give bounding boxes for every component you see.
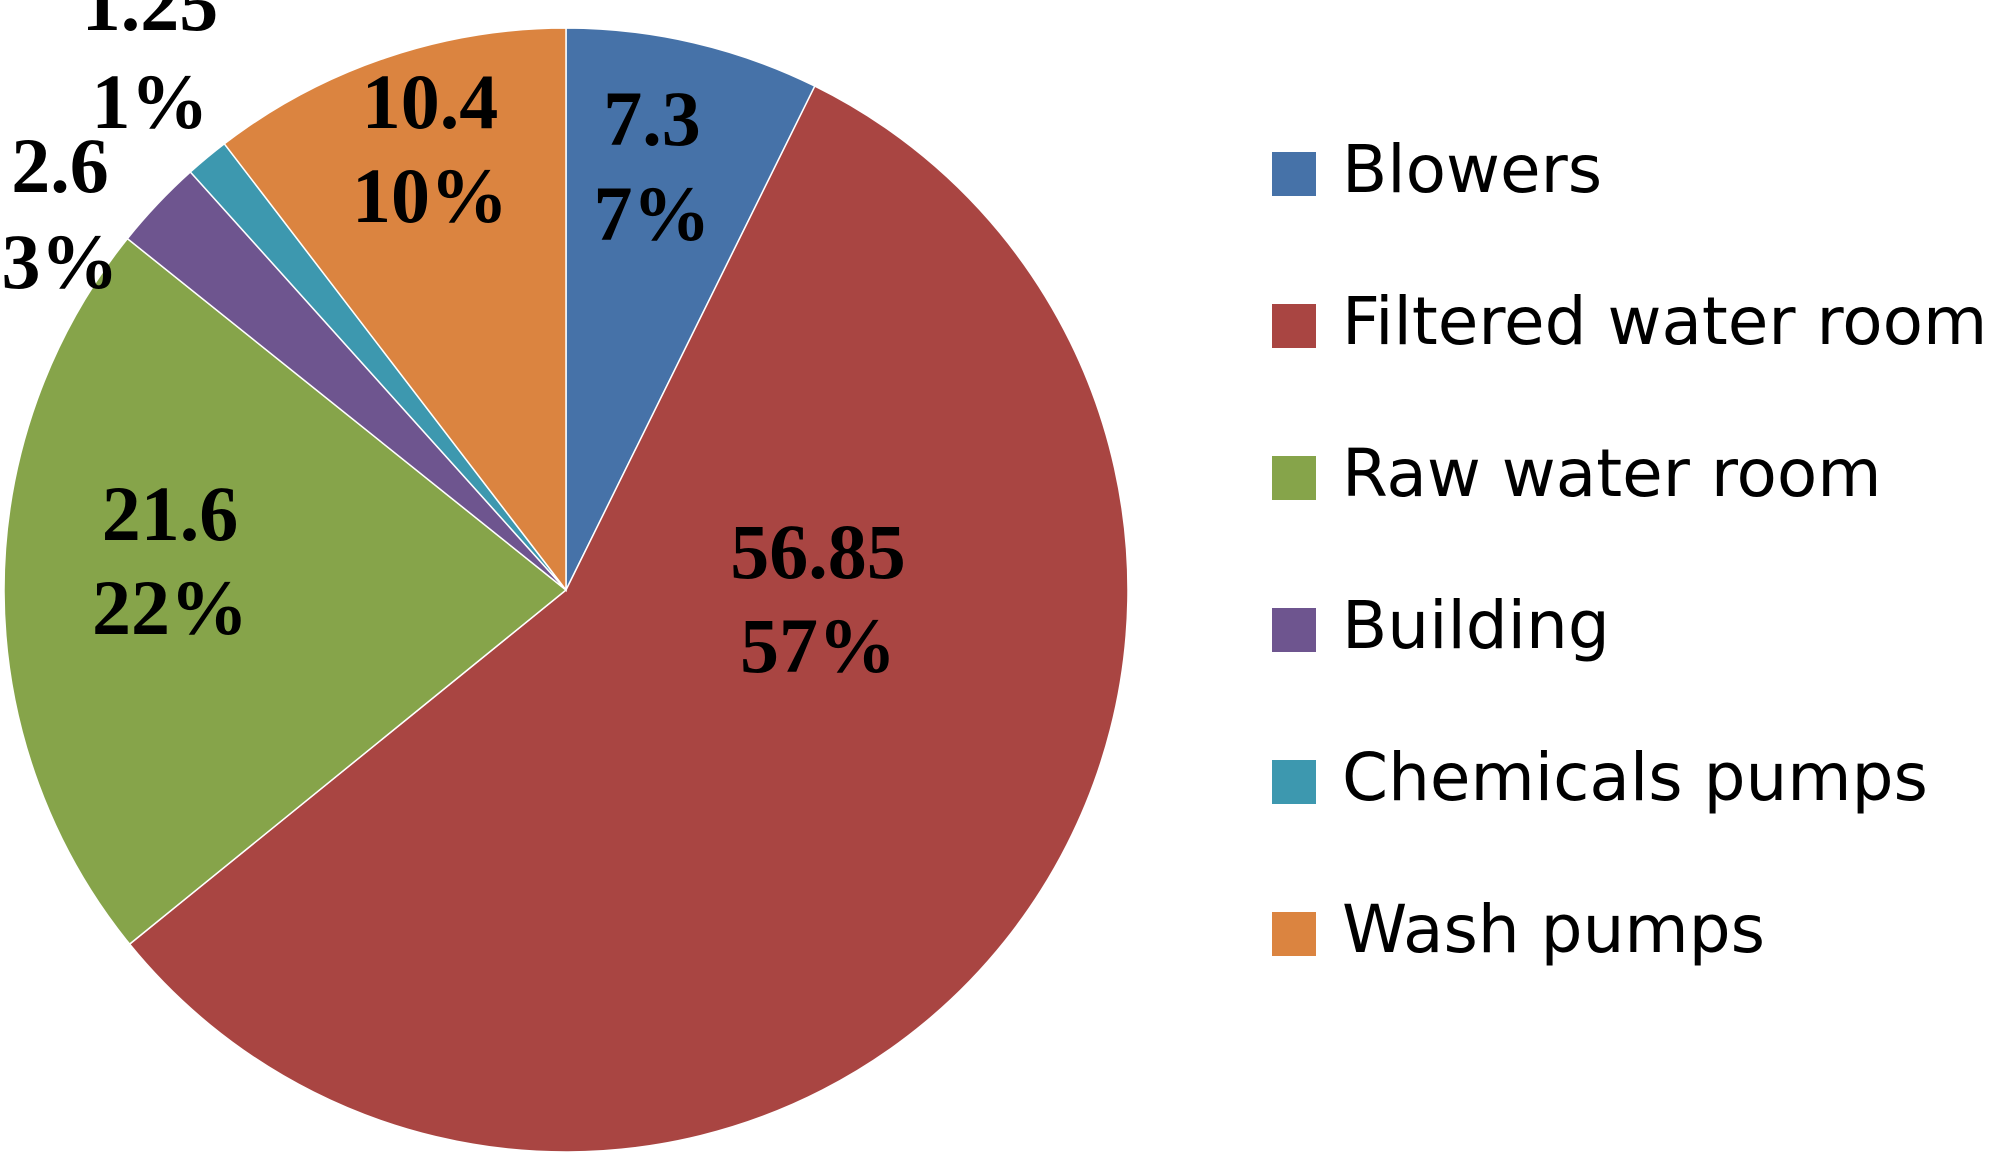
data-label-value-blowers: 7.3 xyxy=(603,75,701,162)
data-label-value-wash-pumps: 10.4 xyxy=(362,58,499,145)
legend-label-building: Building xyxy=(1342,587,1610,664)
legend-label-raw-water-room: Raw water room xyxy=(1342,435,1882,512)
legend-swatch-filtered-water-room xyxy=(1272,304,1316,348)
legend-label-filtered-water-room: Filtered water room xyxy=(1342,283,1987,360)
legend-label-chemicals-pumps: Chemicals pumps xyxy=(1342,739,1928,816)
data-label-value-chemicals-pumps: 1.25 xyxy=(82,0,219,47)
legend-swatch-chemicals-pumps xyxy=(1272,760,1316,804)
legend-label-wash-pumps: Wash pumps xyxy=(1342,891,1765,968)
data-label-value-filtered-water-room: 56.85 xyxy=(730,508,906,595)
data-label-value-raw-water-room: 21.6 xyxy=(102,470,239,557)
legend-label-blowers: Blowers xyxy=(1342,131,1602,208)
data-label-percent-blowers: 7% xyxy=(594,170,711,257)
legend-swatch-building xyxy=(1272,608,1316,652)
legend: Blowers Filtered water room Raw water room… xyxy=(1272,131,1987,968)
legend-swatch-raw-water-room xyxy=(1272,456,1316,500)
data-label-percent-chemicals-pumps: 1% xyxy=(92,58,209,145)
data-label-percent-wash-pumps: 10% xyxy=(352,152,508,239)
legend-swatch-wash-pumps xyxy=(1272,912,1316,956)
data-label-percent-filtered-water-room: 57% xyxy=(740,602,896,689)
legend-swatch-blowers xyxy=(1272,152,1316,196)
data-label-percent-building: 3% xyxy=(2,218,119,305)
data-label-percent-raw-water-room: 22% xyxy=(92,564,248,651)
